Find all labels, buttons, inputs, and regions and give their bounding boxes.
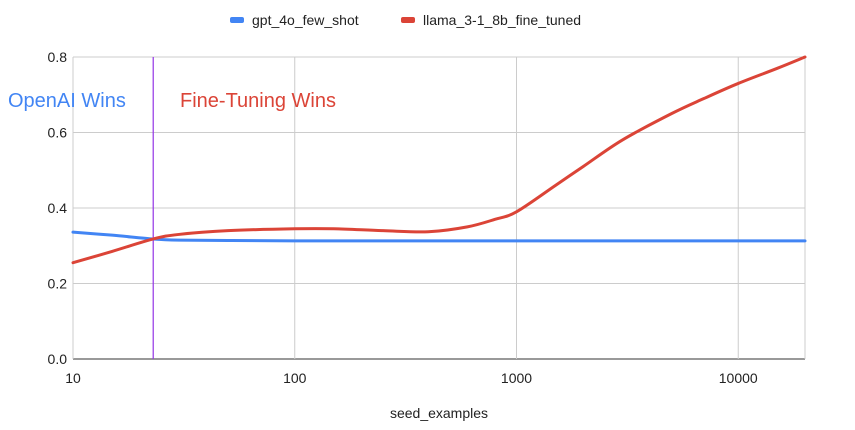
x-tick-label: 10 <box>65 370 81 386</box>
y-tick-label: 0.6 <box>48 125 68 141</box>
tick-layer: 0.0 0.2 0.4 0.6 0.8 10 100 1000 10000 <box>48 49 758 386</box>
y-tick-label: 0.2 <box>48 276 68 292</box>
y-tick-label: 0.4 <box>48 200 68 216</box>
x-axis-title: seed_examples <box>390 405 488 421</box>
y-tick-label: 0.8 <box>48 49 68 65</box>
x-tick-label: 100 <box>283 370 307 386</box>
y-tick-label: 0.0 <box>48 351 68 367</box>
series-layer <box>71 55 807 265</box>
grid-layer <box>72 56 806 360</box>
legend-label-gpt: gpt_4o_few_shot <box>252 12 359 28</box>
annotation-fine-tuning-wins: Fine-Tuning Wins <box>180 90 336 112</box>
legend-label-llama: llama_3-1_8b_fine_tuned <box>423 12 581 28</box>
legend[interactable]: gpt_4o_few_shot llama_3-1_8b_fine_tuned <box>230 12 581 28</box>
x-tick-label: 10000 <box>719 370 758 386</box>
legend-swatch-llama <box>401 17 415 23</box>
x-tick-label: 1000 <box>501 370 532 386</box>
annotation-openai-wins: OpenAI Wins <box>8 90 126 112</box>
legend-swatch-gpt <box>230 17 244 23</box>
series-line-llama-fine-tuned <box>71 55 807 265</box>
